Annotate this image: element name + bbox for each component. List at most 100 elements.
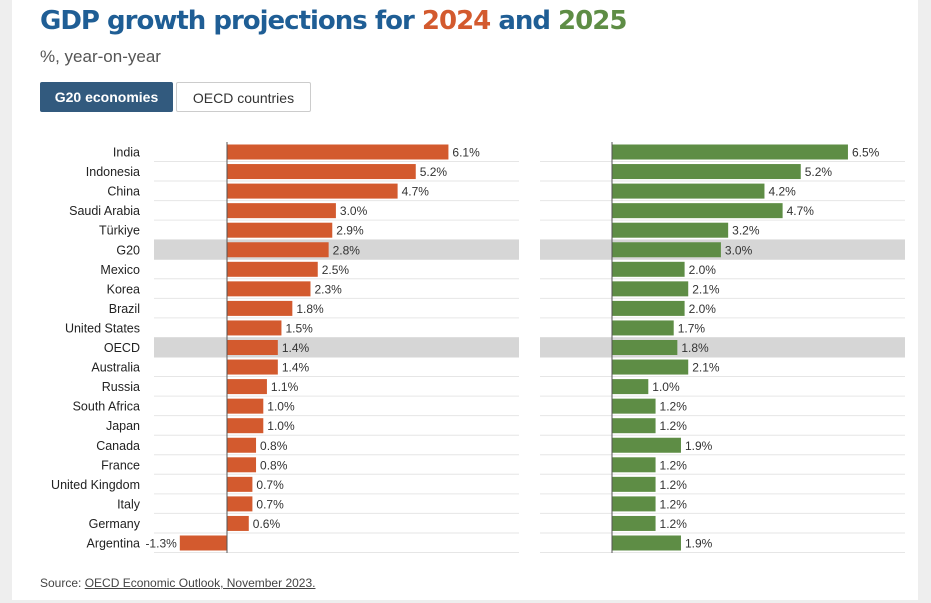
data-label-2024: 0.6%: [253, 517, 281, 531]
category-label: Korea: [107, 282, 140, 296]
data-label-2025: 1.9%: [685, 439, 713, 453]
bar-2025: [612, 164, 801, 180]
category-label: Canada: [96, 439, 140, 453]
highlight-band: [154, 337, 519, 358]
data-label-2024: 6.1%: [452, 146, 480, 160]
bar-2025: [612, 379, 649, 395]
category-label: South Africa: [73, 400, 140, 414]
data-label-2024: 2.8%: [333, 243, 361, 257]
data-label-2025: 1.2%: [660, 400, 688, 414]
data-label-2024: 0.8%: [260, 458, 288, 472]
category-label: Mexico: [100, 263, 140, 277]
title-middle: and: [490, 6, 559, 36]
bar-2025: [612, 359, 689, 375]
bar-2025: [612, 340, 678, 355]
bar-2025: [612, 144, 848, 160]
bar-2024: [227, 300, 293, 316]
bar-2024: [227, 164, 416, 180]
bar-2024: [227, 418, 264, 434]
data-label-2025: 2.1%: [692, 282, 720, 296]
g20-economies-button[interactable]: G20 economies: [40, 82, 173, 112]
oecd-countries-button[interactable]: OECD countries: [176, 82, 311, 112]
bar-2024: [227, 496, 253, 512]
data-label-2024: 4.7%: [402, 185, 430, 199]
data-label-2025: 1.2%: [660, 419, 688, 433]
category-label: United Kingdom: [51, 478, 140, 492]
category-label: Brazil: [109, 302, 140, 316]
bar-2024: [227, 437, 257, 453]
category-label: France: [101, 458, 140, 472]
data-label-2025: 2.0%: [689, 302, 717, 316]
data-label-2024: 0.7%: [256, 497, 284, 511]
bar-2024: [227, 203, 336, 219]
category-label: Germany: [89, 517, 141, 531]
data-label-2024: 0.7%: [256, 478, 284, 492]
bar-2024: [227, 183, 398, 199]
bar-2024: [227, 222, 333, 238]
bar-2025: [612, 496, 656, 512]
bar-2025: [612, 300, 685, 316]
bar-2025: [612, 437, 681, 453]
highlight-band: [540, 337, 905, 358]
data-label-2024: 2.3%: [314, 282, 342, 296]
data-label-2024: 1.0%: [267, 400, 295, 414]
bar-2025: [612, 261, 685, 277]
category-label: OECD: [104, 341, 140, 355]
data-label-2024: 2.5%: [322, 263, 350, 277]
data-label-2025: 1.2%: [660, 458, 688, 472]
category-label: Australia: [91, 361, 140, 375]
data-label-2025: 1.0%: [652, 380, 680, 394]
bar-2024: [227, 359, 278, 375]
bar-2024: [227, 457, 257, 473]
data-label-2024: 1.5%: [285, 321, 313, 335]
bar-2025: [612, 320, 674, 336]
title-year-2025: 2025: [558, 6, 627, 36]
category-label: Italy: [117, 497, 141, 511]
bar-2025: [612, 418, 656, 434]
category-label: Saudi Arabia: [69, 204, 140, 218]
bar-2025: [612, 476, 656, 492]
bar-2025: [612, 535, 681, 551]
data-label-2025: 1.8%: [681, 341, 709, 355]
data-label-2024: 3.0%: [340, 204, 368, 218]
category-label: Russia: [102, 380, 140, 394]
bar-2025: [612, 183, 765, 199]
bar-2024: [227, 320, 282, 336]
data-label-2025: 1.2%: [660, 517, 688, 531]
category-label: Japan: [106, 419, 140, 433]
category-label: Indonesia: [86, 165, 140, 179]
category-label: Türkiye: [99, 224, 140, 238]
data-label-2025: 4.7%: [787, 204, 815, 218]
bar-2025: [612, 281, 689, 297]
bar-2025: [612, 242, 721, 258]
title-year-2024: 2024: [421, 6, 491, 36]
data-label-2025: 3.0%: [725, 243, 753, 257]
data-label-2024: 1.4%: [282, 341, 310, 355]
title-prefix: GDP growth projections for: [40, 6, 422, 36]
source-link[interactable]: OECD Economic Outlook, November 2023.: [84, 576, 316, 590]
data-label-2024: 1.0%: [267, 419, 295, 433]
data-label-2025: 5.2%: [805, 165, 833, 179]
category-label: Argentina: [86, 537, 140, 551]
data-label-2024: 2.9%: [336, 224, 364, 238]
data-label-2024: 5.2%: [420, 165, 448, 179]
data-label-2024: 1.1%: [271, 380, 299, 394]
data-label-2025: 2.0%: [689, 263, 717, 277]
data-label-2025: 1.2%: [660, 497, 688, 511]
data-label-2024: 1.8%: [296, 302, 324, 316]
bar-2025: [612, 203, 783, 219]
bar-2024: [227, 476, 253, 492]
data-label-2024: 1.4%: [282, 361, 310, 375]
bar-2024: [227, 261, 318, 277]
chart-subtitle: %, year-on-year: [40, 47, 161, 66]
bar-2025: [612, 398, 656, 414]
category-label: India: [113, 146, 140, 160]
data-label-2025: 3.2%: [732, 224, 760, 238]
bar-2024: [227, 515, 249, 531]
bar-2024: [227, 340, 278, 355]
bar-2025: [612, 222, 729, 238]
data-label-2025: 6.5%: [852, 146, 880, 160]
source-note: Source: OECD Economic Outlook, November …: [40, 576, 315, 590]
bar-2024: [179, 535, 227, 551]
